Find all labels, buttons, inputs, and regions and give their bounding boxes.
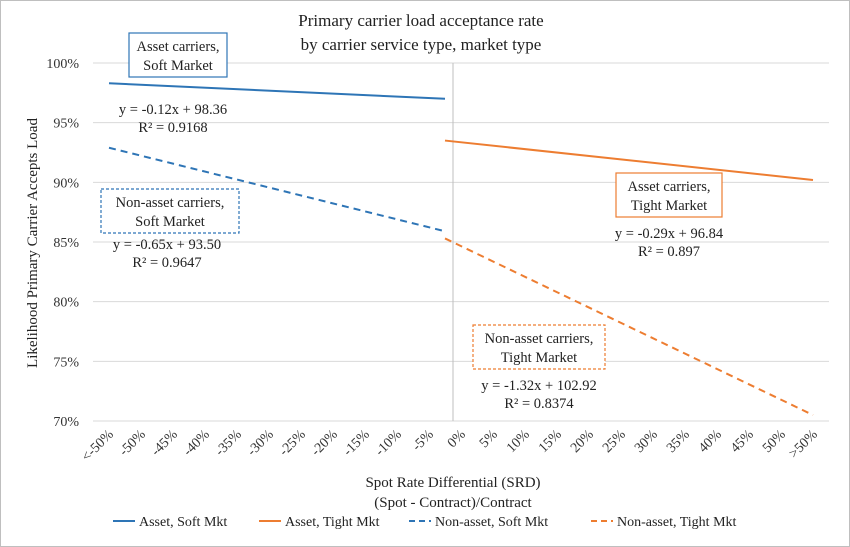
annotation-label: Tight Market <box>501 350 577 366</box>
trendline-equation: y = -1.32x + 102.92 <box>481 378 596 394</box>
legend-label: Asset, Tight Mkt <box>285 515 380 530</box>
legend-label: Asset, Soft Mkt <box>139 515 227 530</box>
x-tick-label: 45% <box>728 427 757 456</box>
y-tick-label: 70% <box>53 415 79 430</box>
x-tick-label: 50% <box>760 427 789 456</box>
series-line <box>444 237 814 416</box>
r-squared: R² = 0.9168 <box>138 120 207 136</box>
x-tick-label: <-50% <box>79 427 117 465</box>
y-axis-ticks: 70% 75% 80% 85% 90% 95% 100% <box>46 57 79 430</box>
annotations: Asset carriers, Soft Market y = -0.12x + 9… <box>100 32 724 412</box>
x-tick-label: -45% <box>149 427 181 459</box>
x-axis-title: Spot Rate Differential (SRD) <box>365 475 540 491</box>
series-line <box>108 82 446 100</box>
x-tick-label: -30% <box>245 427 277 459</box>
series-lines <box>108 82 814 416</box>
x-tick-label: 15% <box>536 427 565 456</box>
series-line <box>108 146 446 233</box>
chart-title: Primary carrier load acceptance rate <box>298 11 543 30</box>
annotation-label: Soft Market <box>143 58 213 74</box>
y-tick-label: 75% <box>53 355 79 370</box>
x-tick-label: 30% <box>632 427 661 456</box>
annotation-label: Tight Market <box>631 198 707 214</box>
annotation-box <box>128 32 228 78</box>
trendline-equation: y = -0.12x + 98.36 <box>119 102 227 118</box>
y-tick-label: 90% <box>53 176 79 191</box>
trendline-equation: y = -0.65x + 93.50 <box>113 237 221 253</box>
y-axis-title: Likelihood Primary Carrier Accepts Load <box>25 118 41 368</box>
x-tick-label: 40% <box>696 427 725 456</box>
x-tick-label: >50% <box>786 427 821 462</box>
legend-label: Non-asset, Tight Mkt <box>617 515 737 530</box>
x-axis-ticks: <-50% -50% -45% -40% -35% -30% -25% -20% -15% -10… <box>79 427 821 465</box>
x-tick-label: -40% <box>181 427 213 459</box>
annotation-label: Non-asset carriers, <box>485 331 594 347</box>
y-tick-label: 100% <box>46 57 79 72</box>
annotation-label: Non-asset carriers, <box>116 195 225 211</box>
chart-subtitle: by carrier service type, market type <box>301 35 542 54</box>
r-squared: R² = 0.897 <box>638 244 700 260</box>
annotation-label: Soft Market <box>135 214 205 230</box>
legend: Asset, Soft Mkt Asset, Tight Mkt Non-asset… <box>113 515 737 530</box>
x-tick-label: 25% <box>600 427 629 456</box>
annotation-label: Asset carriers, <box>628 179 711 195</box>
x-tick-label: -25% <box>277 427 309 459</box>
series-line <box>444 139 814 181</box>
x-tick-label: 20% <box>568 427 597 456</box>
x-axis-subtitle: (Spot - Contract)/Contract <box>374 495 532 511</box>
trendline-equation: y = -0.29x + 96.84 <box>615 226 724 242</box>
x-tick-label: -20% <box>309 427 341 459</box>
annotation-label: Asset carriers, <box>137 39 220 55</box>
y-tick-label: 95% <box>53 117 79 132</box>
r-squared: R² = 0.9647 <box>132 255 201 271</box>
x-tick-label: 35% <box>664 427 693 456</box>
annotation-box <box>100 188 240 234</box>
r-squared: R² = 0.8374 <box>504 396 574 412</box>
x-tick-label: 0% <box>445 427 469 451</box>
legend-label: Non-asset, Soft Mkt <box>435 515 548 530</box>
x-tick-label: 5% <box>477 427 501 451</box>
y-tick-label: 85% <box>53 236 79 251</box>
x-tick-label: -5% <box>410 427 437 454</box>
annotation-box <box>615 172 723 218</box>
x-tick-label: -35% <box>213 427 245 459</box>
x-tick-label: -50% <box>117 427 149 459</box>
annotation-box <box>472 324 606 370</box>
x-tick-label: -10% <box>373 427 405 459</box>
x-tick-label: 10% <box>504 427 533 456</box>
x-tick-label: -15% <box>341 427 373 459</box>
y-tick-label: 80% <box>53 296 79 311</box>
